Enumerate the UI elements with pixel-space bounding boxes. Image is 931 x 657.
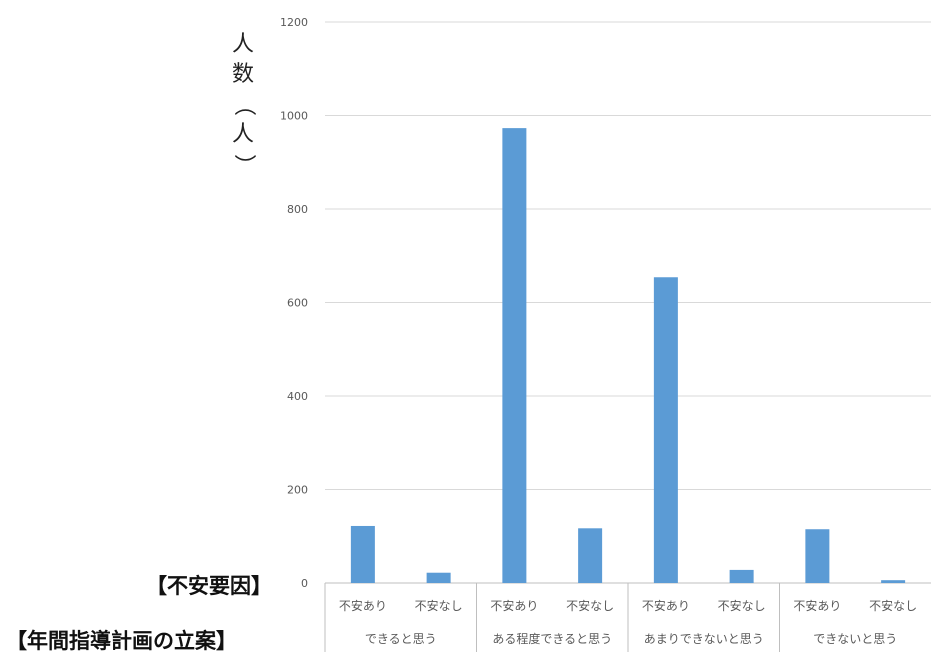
y-axis-label-char: ）: [231, 153, 256, 176]
y-axis-label: 人 数 （ 人 ）: [228, 30, 258, 180]
y-tick-label: 600: [287, 297, 308, 310]
bar: [653, 277, 678, 583]
y-axis-label-char: 人: [231, 122, 254, 147]
x-category-label: 不安なし: [869, 598, 917, 613]
x-group-label: あまりできないと思う: [644, 632, 764, 646]
x-category-label: 不安なし: [718, 598, 766, 613]
y-tick-label: 0: [301, 577, 308, 590]
x-group-label: できると思う: [365, 632, 437, 646]
bar: [729, 569, 754, 583]
y-axis-label-char: 数: [231, 62, 254, 87]
row-title-anxiety-factor: 【不安要因】: [146, 574, 272, 598]
y-tick-label: 800: [287, 203, 308, 216]
x-group-label: できないと思う: [813, 632, 897, 646]
x-category-label: 不安あり: [490, 598, 538, 613]
y-tick-label: 400: [287, 390, 308, 403]
x-category-label: 不安あり: [642, 598, 690, 613]
bar: [502, 128, 527, 583]
x-category-label: 不安あり: [793, 598, 841, 613]
y-axis-label-char: 人: [231, 32, 254, 57]
y-tick-label: 1200: [280, 16, 308, 29]
x-category-label: 不安あり: [339, 598, 387, 613]
bar: [578, 528, 603, 583]
row-title-annual-plan: 【年間指導計画の立案】: [6, 629, 237, 653]
bar: [350, 525, 375, 583]
bar: [805, 529, 830, 583]
x-group-label: ある程度できると思う: [492, 631, 612, 646]
y-axis-label-char: （: [231, 93, 256, 116]
y-tick-label: 1000: [280, 110, 308, 123]
x-category-label: 不安なし: [566, 598, 614, 613]
x-category-label: 不安なし: [415, 598, 463, 613]
y-tick-label: 200: [287, 484, 308, 497]
bar: [881, 580, 906, 583]
bar: [426, 572, 451, 583]
